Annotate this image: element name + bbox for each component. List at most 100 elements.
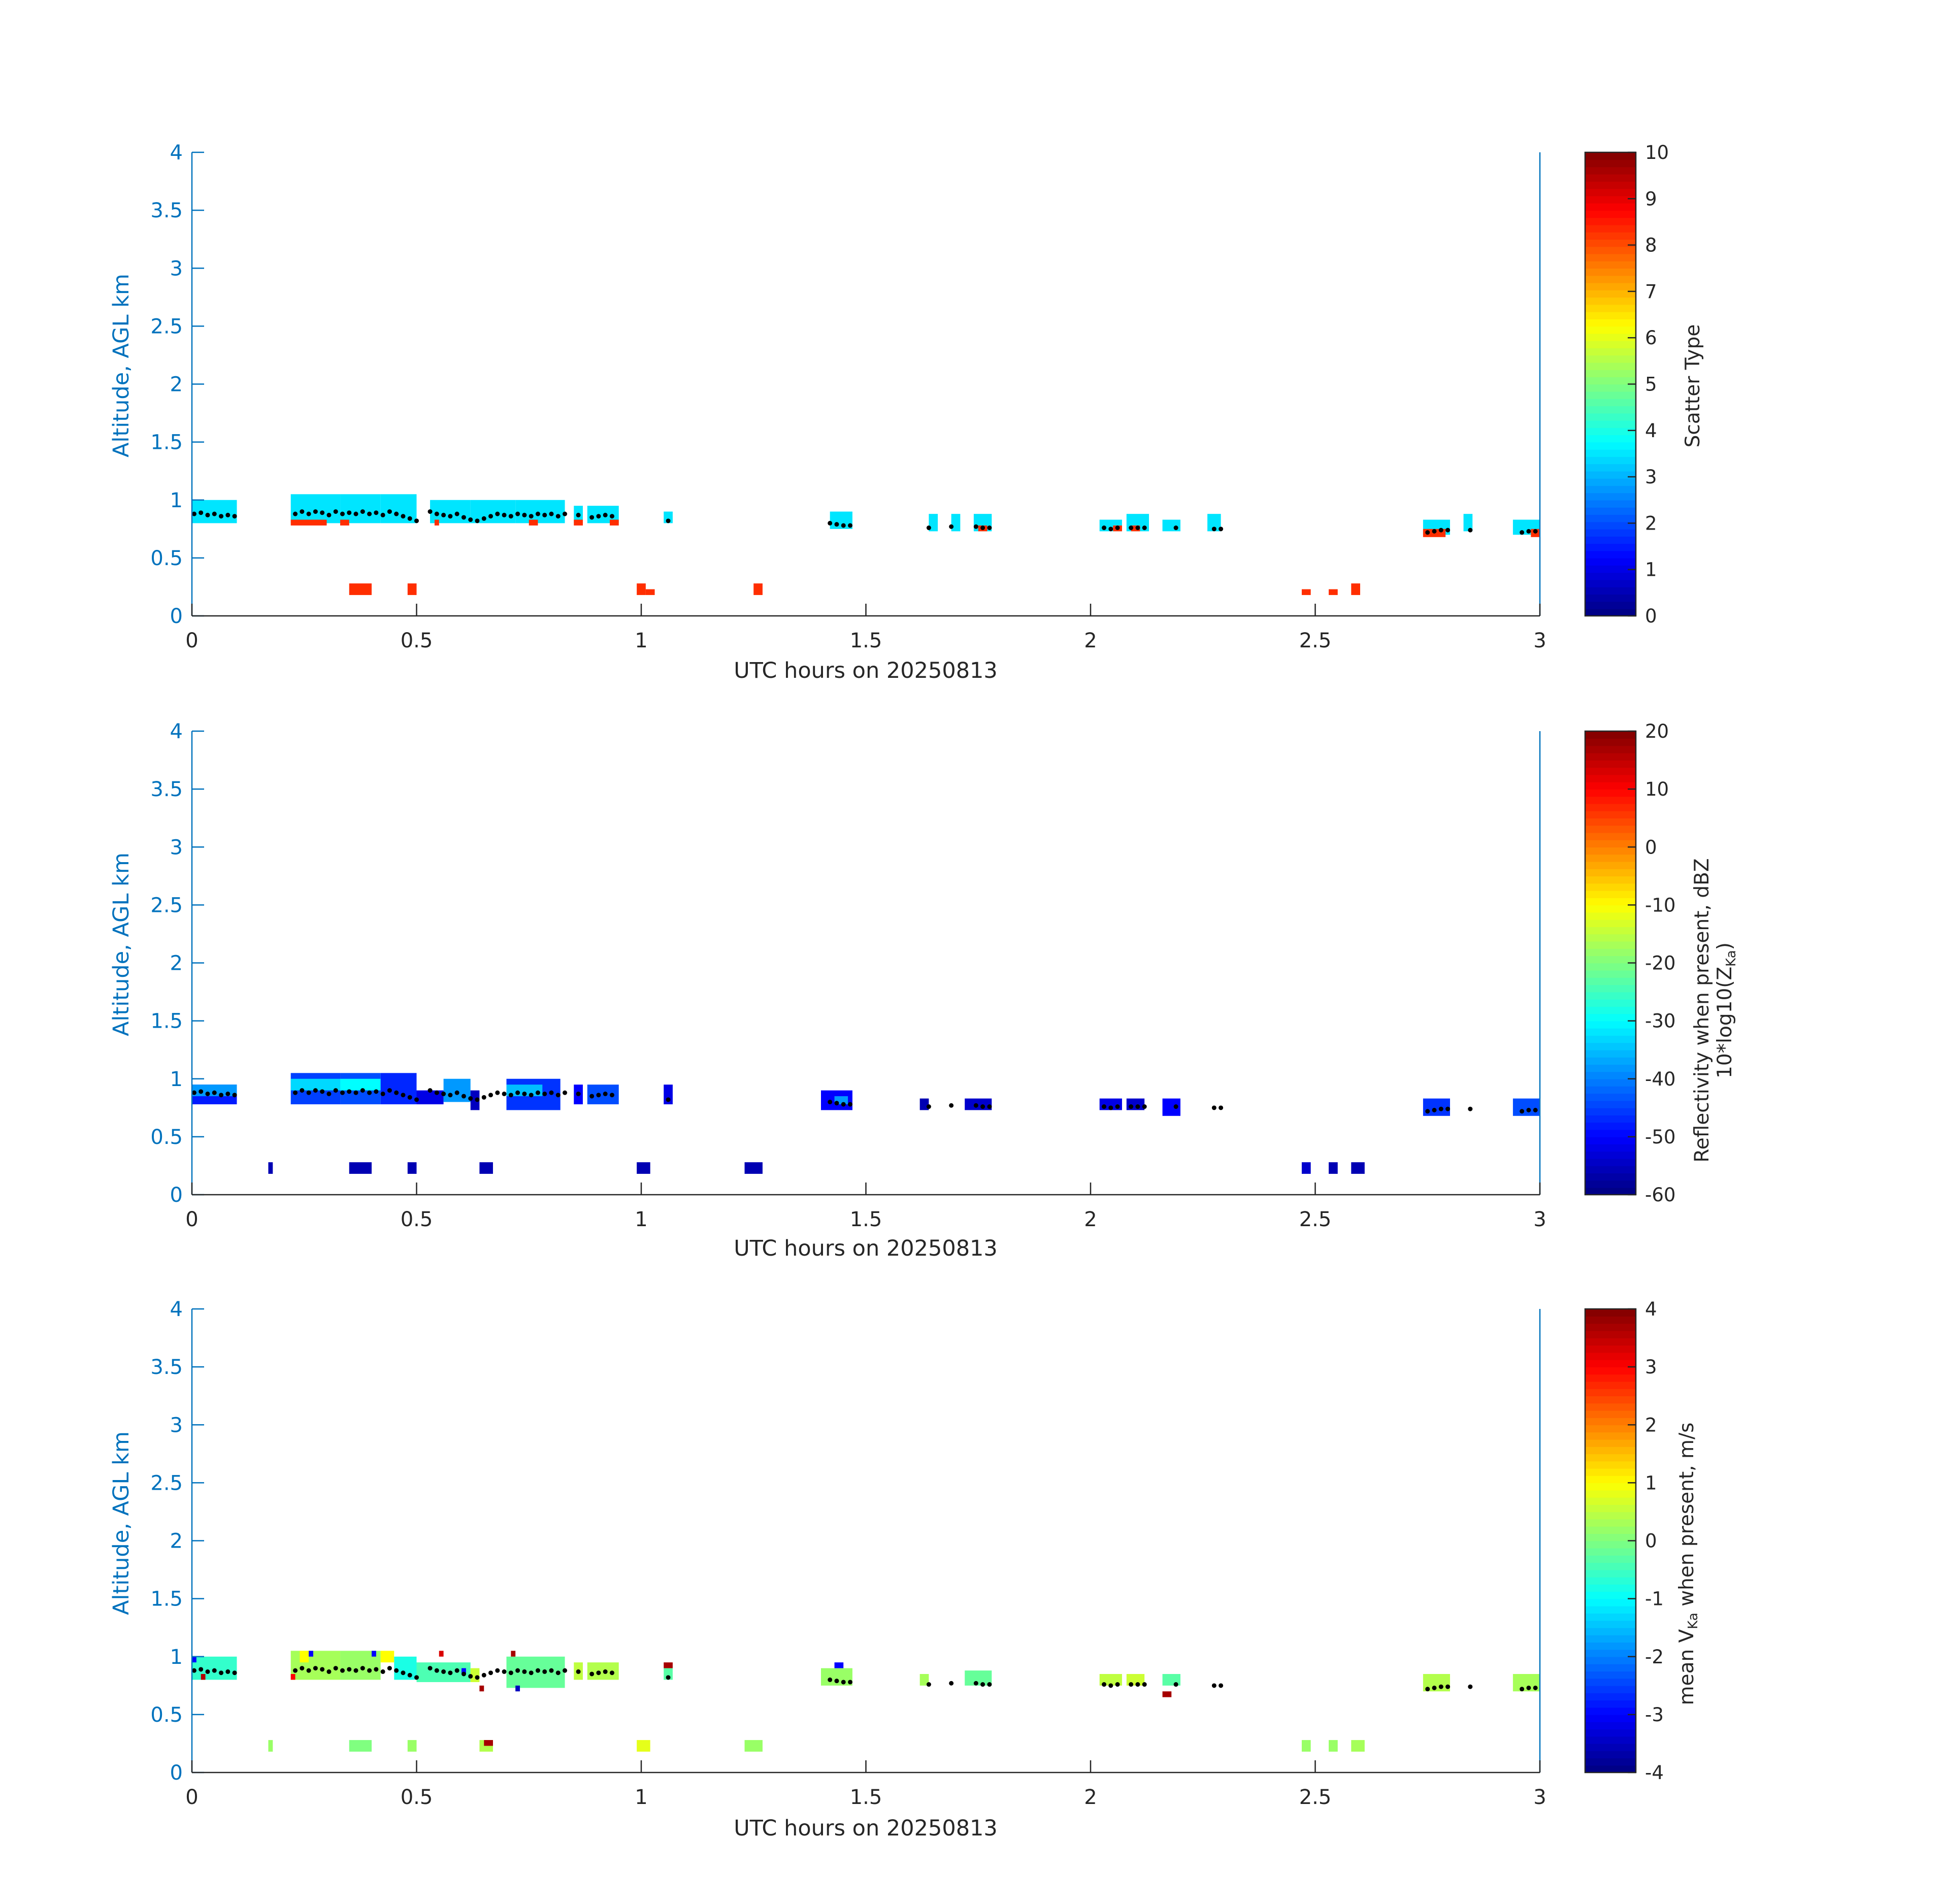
cloud-base-dot — [448, 1670, 453, 1676]
colorbar-strip — [1585, 471, 1636, 479]
colorbar-strip — [1585, 1649, 1636, 1657]
colorbar-label-end: when present, m/s — [1675, 1423, 1698, 1613]
colorbar-strip — [1585, 861, 1636, 869]
colorbar-strip — [1585, 890, 1636, 898]
heatmap-cell — [1126, 1098, 1145, 1110]
colorbar-strip — [1585, 557, 1636, 566]
heatmap-cell — [349, 1162, 372, 1174]
cloud-base-dot — [219, 1670, 224, 1676]
heatmap-cell — [407, 1740, 417, 1752]
cloud-base-dot — [1115, 526, 1120, 531]
colorbar-strip — [1585, 745, 1636, 753]
cloud-base-dot — [205, 1669, 210, 1674]
y-tick-label: 1.5 — [150, 1010, 183, 1033]
colorbar-strip — [1585, 217, 1636, 225]
cloud-base-dot — [401, 1093, 406, 1098]
colorbar-strip — [1585, 1338, 1636, 1346]
y-tick-label: 1 — [170, 489, 183, 512]
heatmap-cell — [574, 519, 583, 526]
colorbar-tick-label: 3 — [1645, 466, 1657, 488]
colorbar-label-2-end: ) — [1714, 942, 1736, 950]
colorbar-strip — [1585, 1173, 1636, 1181]
heatmap-cell — [1301, 589, 1311, 595]
colorbar-strip — [1585, 1598, 1636, 1606]
colorbar-strip — [1585, 1381, 1636, 1389]
heatmap-cell — [919, 1098, 929, 1110]
cloud-base-dot — [1432, 1685, 1437, 1690]
colorbar-strip — [1585, 1042, 1636, 1051]
cloud-base-dot — [542, 1669, 547, 1674]
y-axis-label: Altitude, AGL km — [109, 1431, 134, 1615]
colorbar-strip — [1585, 1736, 1636, 1744]
cloud-base-dot — [326, 512, 332, 517]
colorbar-label: mean VKa when present, m/s — [1675, 1423, 1701, 1705]
colorbar-strip — [1585, 297, 1636, 305]
colorbar-strip — [1585, 905, 1636, 913]
y-tick-label: 3 — [170, 1414, 183, 1437]
colorbar-strip — [1585, 391, 1636, 399]
cloud-base-dot — [313, 1088, 318, 1093]
colorbar-strip — [1585, 348, 1636, 356]
heatmap-cell — [394, 1656, 417, 1680]
y-tick-label: 0 — [170, 1761, 183, 1785]
cloud-base-dot — [535, 1090, 540, 1095]
heatmap-cell — [340, 494, 381, 523]
colorbar-strip — [1585, 796, 1636, 804]
heatmap-cell — [1162, 519, 1180, 532]
cloud-base-dot — [454, 511, 459, 516]
cloud-base-dot — [1135, 1682, 1140, 1687]
colorbar-strip — [1585, 818, 1636, 826]
y-tick-label: 2 — [170, 952, 183, 975]
cloud-base-dot — [549, 511, 554, 516]
cloud-base-dot — [926, 1104, 931, 1109]
heatmap-cell — [587, 1662, 619, 1680]
cloud-base-dot — [1445, 1106, 1451, 1111]
cloud-base-dot — [448, 514, 453, 519]
colorbar-tick-label: 4 — [1645, 420, 1657, 442]
colorbar-strip — [1585, 1410, 1636, 1418]
colorbar-strip — [1585, 1447, 1636, 1455]
colorbar-strip — [1585, 1352, 1636, 1360]
colorbar-tick-label: 7 — [1645, 281, 1657, 303]
heatmap-cell — [309, 1651, 313, 1657]
cloud-base-dot — [1173, 1104, 1178, 1109]
colorbar-strip — [1585, 1093, 1636, 1101]
y-tick-label: 3.5 — [150, 199, 183, 222]
colorbar-strip — [1585, 239, 1636, 247]
cloud-base-dot — [508, 514, 513, 519]
colorbar-strip — [1585, 1417, 1636, 1426]
colorbar-strip — [1585, 1642, 1636, 1650]
cloud-base-dot — [306, 511, 311, 516]
cloud-base-dot — [212, 511, 217, 516]
cloud-base-dot — [1438, 528, 1443, 533]
cloud-base-dot — [212, 1668, 217, 1673]
x-tick-label: 0 — [185, 1786, 198, 1809]
cloud-base-dot — [468, 517, 473, 522]
cloud-base-dot — [508, 1670, 513, 1676]
cloud-base-dot — [232, 1093, 237, 1098]
heatmap-cell — [470, 1090, 480, 1110]
cloud-base-dot — [1438, 1684, 1443, 1689]
cloud-base-dot — [394, 511, 399, 516]
x-tick-label: 1 — [635, 1786, 647, 1809]
cloud-base-dot — [306, 1090, 311, 1095]
cloud-base-dot — [589, 1671, 595, 1677]
heatmap-cell — [380, 1651, 394, 1663]
colorbar-strip — [1585, 1165, 1636, 1174]
colorbar-strip — [1585, 1729, 1636, 1737]
colorbar-tick-label: 5 — [1645, 374, 1657, 396]
colorbar-2: 20 10 0 -10 -20 -30 -40 -50 -60 — [1584, 720, 1675, 1206]
cloud-base-dot — [387, 509, 392, 514]
colorbar-strip — [1585, 738, 1636, 746]
cloud-base-dot — [340, 511, 345, 516]
colorbar-strip — [1585, 760, 1636, 768]
colorbar-strip — [1585, 377, 1636, 385]
cloud-base-dot — [1135, 1104, 1140, 1109]
colorbar-strip — [1585, 1671, 1636, 1679]
cloud-base-dot — [407, 516, 412, 521]
cloud-base-dot — [1102, 1682, 1107, 1687]
cloud-base-dot — [293, 1090, 298, 1095]
heatmap-cell — [201, 1673, 206, 1680]
cloud-base-dot — [841, 1680, 846, 1685]
